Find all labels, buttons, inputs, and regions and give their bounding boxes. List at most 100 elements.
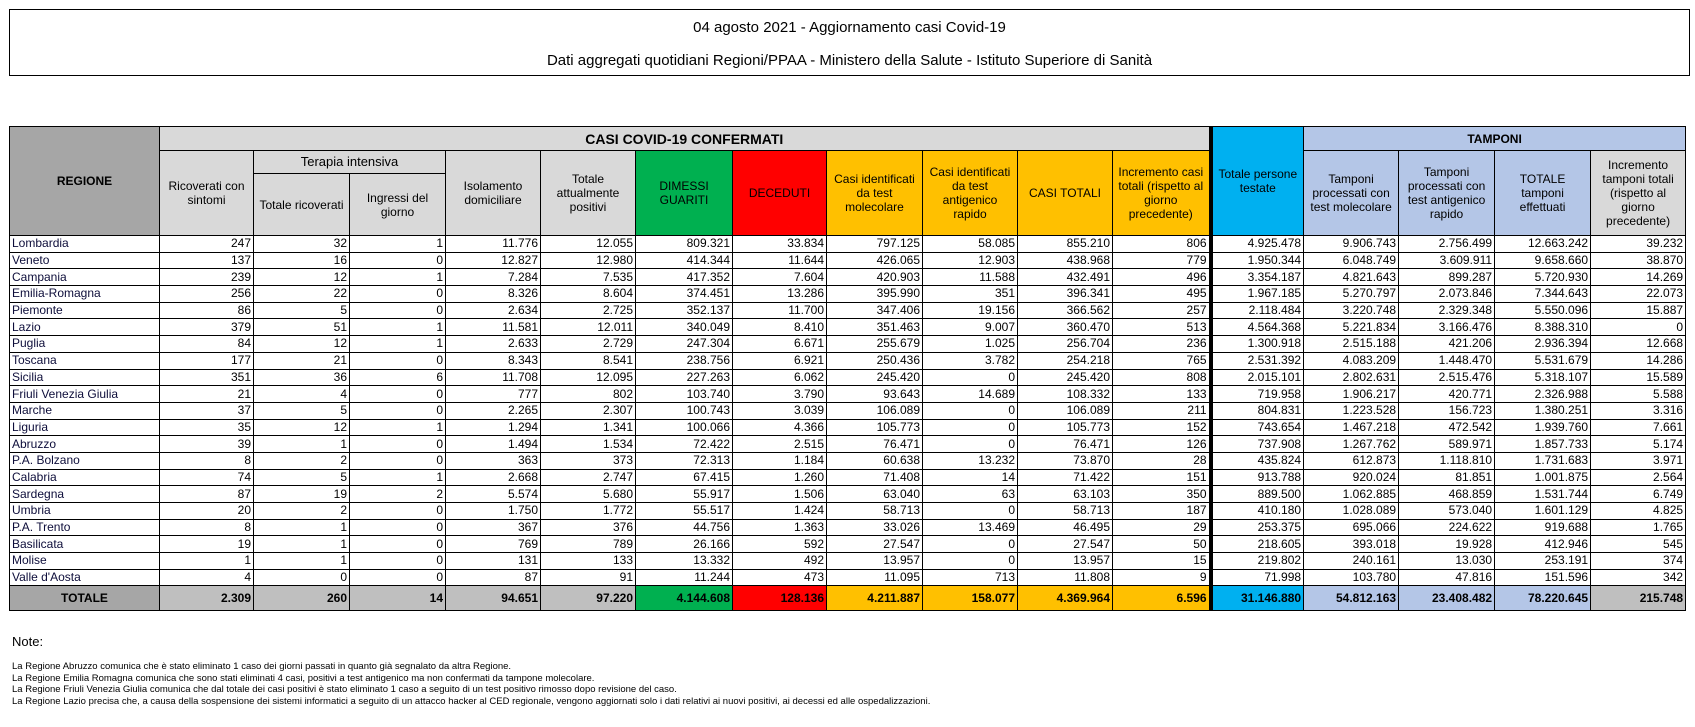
cell-casi-totali: 432.491 xyxy=(1017,268,1113,287)
cell-tamponi-totale: 1.380.251 xyxy=(1494,401,1592,420)
cell-deceduti: 1.424 xyxy=(732,502,827,520)
cell-regione: Emilia-Romagna xyxy=(9,285,160,303)
cell-deceduti: 592 xyxy=(732,535,827,554)
cell-isolamento: 87 xyxy=(445,568,541,587)
cell-incremento-tamponi: 39.232 xyxy=(1590,235,1687,253)
cell-dimessi: 55.517 xyxy=(635,502,733,520)
cell-tamponi-molecolare: 1.906.217 xyxy=(1303,385,1400,403)
cell-incremento-casi: 187 xyxy=(1111,502,1213,520)
cell-casi-totali: 46.495 xyxy=(1017,518,1113,537)
cell-ti-totale: 51 xyxy=(253,318,350,337)
cell-totale-positivi: 1.534 xyxy=(540,435,636,453)
cell-isolamento: 1.494 xyxy=(445,435,541,453)
cell-regione: Sicilia xyxy=(9,368,160,387)
cell-tamponi-antigenico: 2.329.348 xyxy=(1398,301,1496,320)
cell-ti-totale: 260 xyxy=(253,585,350,612)
report-title: 04 agosto 2021 - Aggiornamento casi Covi… xyxy=(693,19,1006,36)
cell-isolamento: 12.827 xyxy=(445,251,541,270)
cell-casi-molecolare: 106.089 xyxy=(826,401,923,420)
cell-incremento-tamponi: 15.887 xyxy=(1590,301,1687,320)
cell-tamponi-antigenico: 2.073.846 xyxy=(1398,285,1496,303)
cell-incremento-casi: 808 xyxy=(1111,368,1213,387)
cell-totale-positivi: 12.055 xyxy=(540,235,636,253)
header-terapia-intensiva: Terapia intensiva xyxy=(253,150,446,174)
cell-ti-ingressi: 1 xyxy=(349,468,446,487)
cell-incremento-casi: 29 xyxy=(1111,518,1213,537)
cell-tamponi-molecolare: 1.223.528 xyxy=(1303,401,1400,420)
cell-tamponi-antigenico: 3.609.911 xyxy=(1398,251,1496,270)
table-row: Sardegna 87 19 2 5.574 5.680 55.917 1.506 63.040… xyxy=(9,485,1687,503)
cell-totale-positivi: 376 xyxy=(540,518,636,537)
cell-ti-totale: 1 xyxy=(253,518,350,537)
note-line: La Regione Friuli Venezia Giulia comunic… xyxy=(12,684,677,695)
cell-regione: Campania xyxy=(9,268,160,287)
cell-incremento-casi: 495 xyxy=(1111,285,1213,303)
cell-tamponi-totale: 2.936.394 xyxy=(1494,335,1592,353)
cell-casi-molecolare: 71.408 xyxy=(826,468,923,487)
cell-isolamento: 1.294 xyxy=(445,418,541,437)
cell-ricoverati: 86 xyxy=(159,301,254,320)
cell-totale-positivi: 8.541 xyxy=(540,351,636,370)
cell-totale-positivi: 2.729 xyxy=(540,335,636,353)
cell-ti-totale: 19 xyxy=(253,485,350,503)
note-line: La Regione Abruzzo comunica che è stato … xyxy=(12,661,512,672)
cell-dimessi: 414.344 xyxy=(635,251,733,270)
cell-dimessi: 238.756 xyxy=(635,351,733,370)
cell-persone-testate: 3.354.187 xyxy=(1210,268,1305,287)
cell-tamponi-totale: 1.857.733 xyxy=(1494,435,1592,453)
cell-casi-totali: 256.704 xyxy=(1017,335,1113,353)
cell-dimessi: 44.756 xyxy=(635,518,733,537)
cell-ricoverati: 87 xyxy=(159,485,254,503)
cell-tamponi-antigenico: 19.928 xyxy=(1398,535,1496,554)
cell-casi-totali: 63.103 xyxy=(1017,485,1113,503)
cell-ti-ingressi: 0 xyxy=(349,435,446,453)
cell-ti-totale: 21 xyxy=(253,351,350,370)
table-row: Toscana 177 21 0 8.343 8.541 238.756 6.921 250.4… xyxy=(9,351,1687,370)
cell-tamponi-antigenico: 81.851 xyxy=(1398,468,1496,487)
cell-tamponi-molecolare: 4.083.209 xyxy=(1303,351,1400,370)
cell-casi-totali: 106.089 xyxy=(1017,401,1113,420)
cell-casi-molecolare: 13.957 xyxy=(826,552,923,570)
cell-ti-ingressi: 1 xyxy=(349,268,446,287)
cell-casi-totali: 438.968 xyxy=(1017,251,1113,270)
cell-deceduti: 1.506 xyxy=(732,485,827,503)
cell-deceduti: 6.671 xyxy=(732,335,827,353)
cell-casi-molecolare: 255.679 xyxy=(826,335,923,353)
cell-incremento-casi: 806 xyxy=(1111,235,1213,253)
cell-casi-antigenico: 12.903 xyxy=(922,251,1018,270)
cell-tamponi-antigenico: 899.287 xyxy=(1398,268,1496,287)
cell-casi-totali: 11.808 xyxy=(1017,568,1113,587)
cell-isolamento: 363 xyxy=(445,451,541,470)
cell-deceduti: 7.604 xyxy=(732,268,827,287)
cell-tamponi-antigenico: 2.515.476 xyxy=(1398,368,1496,387)
cell-incremento-tamponi: 3.316 xyxy=(1590,401,1687,420)
cell-ti-ingressi: 0 xyxy=(349,301,446,320)
header-casi-antigenico: Casi identificati da test antigenico rap… xyxy=(922,150,1018,236)
cell-tamponi-antigenico: 23.408.482 xyxy=(1398,585,1496,612)
notes-section: Note: La Regione Abruzzo comunica che è … xyxy=(12,634,930,707)
cell-tamponi-totale: 5.550.096 xyxy=(1494,301,1592,320)
cell-regione: Lombardia xyxy=(9,235,160,253)
cell-dimessi: 227.263 xyxy=(635,368,733,387)
cell-tamponi-molecolare: 5.221.834 xyxy=(1303,318,1400,337)
cell-tamponi-totale: 8.388.310 xyxy=(1494,318,1592,337)
cell-totale-positivi: 802 xyxy=(540,385,636,403)
cell-incremento-tamponi: 342 xyxy=(1590,568,1687,587)
cell-ricoverati: 21 xyxy=(159,385,254,403)
cell-casi-antigenico: 713 xyxy=(922,568,1018,587)
cell-totale-positivi: 1.772 xyxy=(540,502,636,520)
cell-ricoverati: 74 xyxy=(159,468,254,487)
cell-deceduti: 1.363 xyxy=(732,518,827,537)
cell-casi-antigenico: 14.689 xyxy=(922,385,1018,403)
cell-dimessi: 72.422 xyxy=(635,435,733,453)
cell-dimessi: 417.352 xyxy=(635,268,733,287)
notes-label: Note: xyxy=(12,634,44,649)
cell-ti-totale: 12 xyxy=(253,418,350,437)
cell-casi-molecolare: 426.065 xyxy=(826,251,923,270)
cell-deceduti: 8.410 xyxy=(732,318,827,337)
cell-isolamento: 2.668 xyxy=(445,468,541,487)
header-deceduti: DECEDUTI xyxy=(732,150,827,236)
cell-casi-antigenico: 0 xyxy=(922,535,1018,554)
cell-casi-molecolare: 347.406 xyxy=(826,301,923,320)
cell-incremento-casi: 126 xyxy=(1111,435,1213,453)
